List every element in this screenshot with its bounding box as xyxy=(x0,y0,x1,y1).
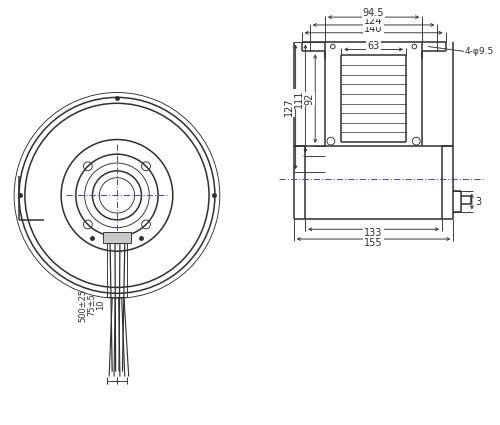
Text: 94.5: 94.5 xyxy=(363,8,384,18)
Text: 92: 92 xyxy=(304,93,314,105)
Bar xyxy=(104,232,130,244)
Text: 155: 155 xyxy=(364,238,383,248)
Text: 3: 3 xyxy=(475,197,481,207)
Text: 500±25: 500±25 xyxy=(78,289,87,322)
Text: 124: 124 xyxy=(364,16,383,26)
Text: 10: 10 xyxy=(96,300,105,310)
Text: 133: 133 xyxy=(364,228,383,238)
Text: 111: 111 xyxy=(294,90,304,108)
Text: 4-φ9.5: 4-φ9.5 xyxy=(465,47,494,56)
Text: 140: 140 xyxy=(364,24,383,34)
Text: 127: 127 xyxy=(284,98,294,116)
Text: 63: 63 xyxy=(368,40,380,51)
Bar xyxy=(107,244,127,297)
Text: 75±5: 75±5 xyxy=(87,294,96,317)
